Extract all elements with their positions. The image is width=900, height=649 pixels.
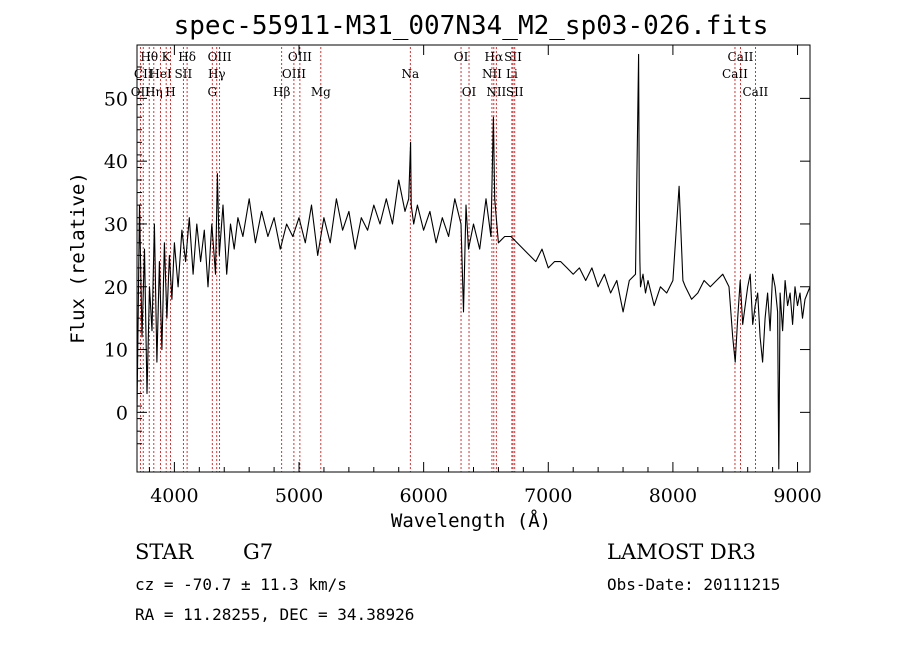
marker-label-12: OIII <box>288 50 312 64</box>
coordinates-readout: RA = 11.28255, DEC = 34.38926 <box>135 605 415 624</box>
marker-label-21: NII <box>482 67 502 81</box>
marker-label-15: Mg <box>311 85 331 99</box>
x-axis-label: Wavelength (Å) <box>391 509 551 532</box>
y-tick-label-5: 50 <box>104 88 128 110</box>
marker-label-1: CII <box>134 67 153 81</box>
chart-title: spec-55911-M31_007N34_M2_sp03-026.fits <box>174 11 769 41</box>
marker-label-19: Hα <box>485 50 504 64</box>
y-tick-label-0: 0 <box>116 402 128 424</box>
marker-label-8: Hδ <box>178 50 196 64</box>
observation-date: Obs-Date: 20111215 <box>607 575 781 594</box>
marker-label-18: OI <box>462 85 477 99</box>
y-tick-label-2: 20 <box>104 277 128 299</box>
x-tick-label-4: 8000 <box>649 485 697 507</box>
marker-label-27: CaII <box>742 85 768 99</box>
marker-label-25: CaII <box>728 50 754 64</box>
redshift-readout: cz = -70.7 ± 11.3 km/s <box>135 575 347 594</box>
axis-ticks: 4000 5000 6000 7000 8000 9000 0 10 20 30 40 50 <box>104 45 822 507</box>
x-tick-label-2: 6000 <box>399 485 447 507</box>
marker-label-22: Li <box>506 67 518 81</box>
x-tick-label-5: 9000 <box>773 485 821 507</box>
y-tick-label-1: 10 <box>104 340 128 362</box>
marker-label-23: NII <box>486 85 506 99</box>
marker-label-4: HeI <box>149 67 172 81</box>
marker-label-10: Hγ <box>208 67 226 81</box>
x-tick-label-3: 7000 <box>524 485 572 507</box>
marker-label-3: K <box>162 50 172 64</box>
marker-label-6: SII <box>175 67 193 81</box>
marker-label-9: OIII <box>208 50 232 64</box>
object-class: STAR <box>135 540 194 564</box>
marker-label-24: SII <box>506 85 524 99</box>
marker-label-17: OI <box>454 50 469 64</box>
marker-label-5: Hη <box>145 85 163 99</box>
y-axis-label: Flux (relative) <box>67 172 89 344</box>
marker-label-20: SII <box>504 50 522 64</box>
marker-label-13: OIII <box>282 67 306 81</box>
x-tick-label-0: 4000 <box>150 485 198 507</box>
x-tick-label-1: 5000 <box>275 485 323 507</box>
object-subclass: G7 <box>243 540 274 564</box>
marker-label-7: H <box>165 85 175 99</box>
marker-label-14: Hβ <box>273 85 290 99</box>
spectrum-line <box>136 53 811 470</box>
marker-label-11: G <box>207 85 217 99</box>
y-tick-label-4: 40 <box>104 151 128 173</box>
survey-name: LAMOST DR3 <box>607 540 756 564</box>
plot-frame <box>136 44 811 473</box>
marker-label-26: CaII <box>722 67 748 81</box>
marker-label-16: Na <box>401 67 419 81</box>
y-tick-label-3: 30 <box>104 214 128 236</box>
